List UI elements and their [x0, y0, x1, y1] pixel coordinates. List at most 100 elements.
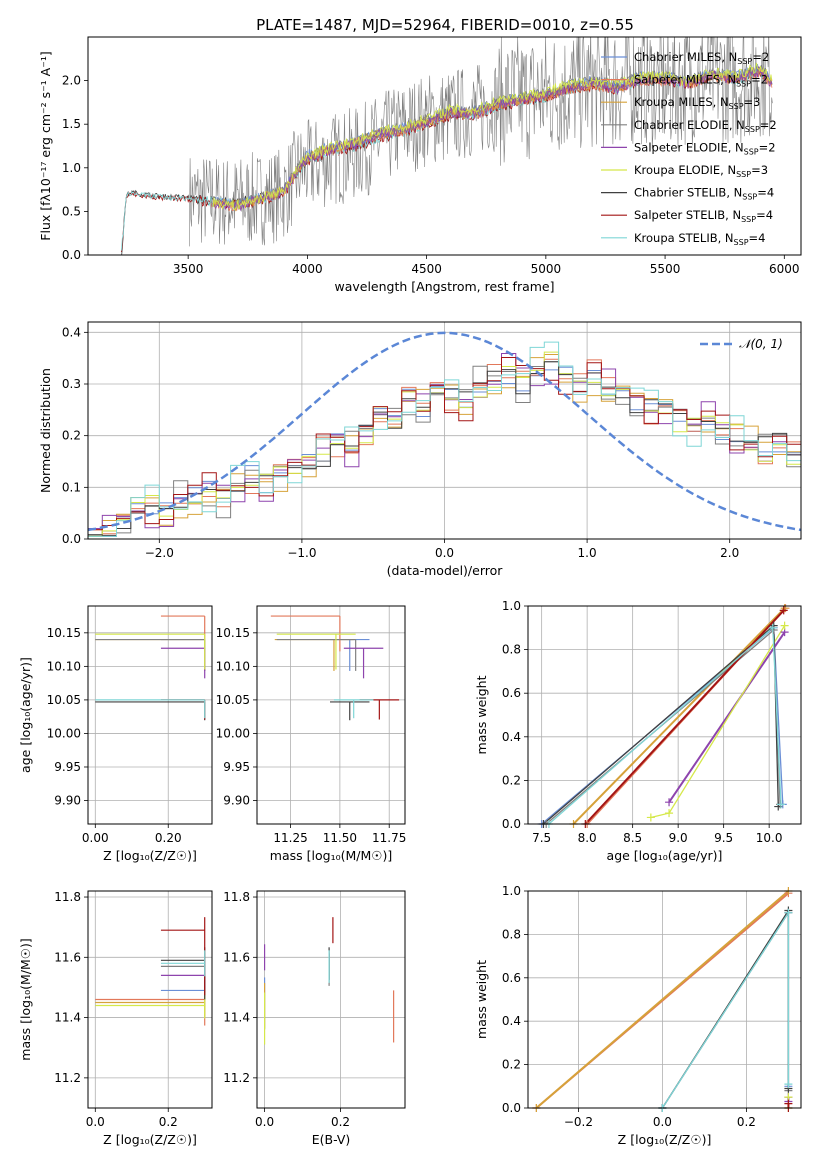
y-tick-label: 0.8: [502, 927, 521, 941]
x-tick-label: −1.0: [287, 546, 316, 560]
gaussian-legend-label: 𝒩(0, 1): [739, 337, 783, 351]
weight-marker-5: [646, 813, 655, 822]
plot-area: [541, 607, 787, 824]
y-tick-label: 0.0: [62, 532, 81, 546]
x-tick-label: 8.5: [623, 831, 642, 845]
x-axis-label: Z [log₁₀(Z/Z☉)]: [618, 1132, 712, 1147]
weight-line-7: [584, 609, 785, 824]
y-axis-label: age [log₁₀(age/yr)]: [18, 657, 33, 773]
y-tick-label: 11.8: [54, 890, 81, 904]
weight-marker-8: [784, 1080, 793, 1089]
weight-line-2: [535, 891, 790, 1108]
x-tick-label: 0.0: [435, 546, 454, 560]
axes-frame: [87, 890, 213, 1109]
legend-label: Salpeter STELIB, NSSP=4: [634, 208, 773, 224]
x-tick-label: 1.0: [578, 546, 597, 560]
y-tick-label: 0.2: [502, 773, 521, 787]
axes-frame: [256, 605, 406, 825]
weight-marker-8: [784, 908, 793, 917]
weight-line-5: [650, 625, 786, 819]
y-tick-label: 11.4: [54, 1011, 81, 1025]
y-tick-label: 10.15: [216, 626, 250, 640]
histogram-5: [88, 351, 801, 537]
x-tick-label: 7.5: [532, 831, 551, 845]
x-tick-label: −0.2: [564, 1115, 593, 1129]
x-tick-label: 4500: [411, 262, 442, 276]
x-tick-label: 6000: [769, 262, 800, 276]
y-tick-label: 10.10: [216, 659, 250, 673]
y-tick-label: 0.8: [502, 643, 521, 657]
x-tick-label: 0.20: [155, 831, 182, 845]
x-tick-label: 10.0: [756, 831, 783, 845]
y-tick-label: 0.6: [502, 971, 521, 985]
legend-label: Chabrier MILES, NSSP=2: [634, 50, 769, 66]
axes-frame: [87, 321, 802, 540]
x-axis-label: wavelength [Angstrom, rest frame]: [334, 279, 554, 294]
x-tick-label: 5500: [650, 262, 681, 276]
y-tick-label: 10.05: [47, 693, 81, 707]
plot-area: [95, 615, 206, 721]
y-tick-label: 1.5: [62, 117, 81, 131]
y-tick-label: 2.0: [62, 74, 81, 88]
x-tick-label: 11.50: [323, 831, 357, 845]
gaussian-curve: [88, 331, 801, 532]
y-axis-label: mass [log₁₀(M/M☉)]: [18, 938, 33, 1060]
spectrum-axes: 3500 4000 4500 5000 5500 6000 0.0 0.5 1.0 1.5 2.0 w…: [38, 36, 802, 294]
weight-marker-7: [779, 606, 788, 615]
axes-frame: [87, 36, 802, 256]
y-axis-label: Normed distribution: [38, 368, 53, 493]
y-tick-label: 11.2: [54, 1071, 81, 1085]
x-tick-label: 3500: [173, 262, 204, 276]
y-tick-label: 0.2: [62, 429, 81, 443]
y-tick-label: 9.90: [223, 794, 250, 808]
mass-weight-vs-age-axes: 7.5 8.0 8.5 9.0 9.5 10.0 0.0 0.2 0.4 0.6 0.8 1.0 age…: [474, 599, 802, 863]
weight-marker-7: [784, 1099, 793, 1108]
weight-marker-5: [665, 809, 674, 818]
legend-label: Kroupa MILES, NSSP=3: [634, 95, 760, 111]
weight-line-8: [548, 626, 782, 824]
axes-frame: [256, 890, 406, 1109]
y-tick-label: 0.4: [502, 730, 521, 744]
model-spectrum-5: [212, 62, 773, 211]
x-axis-label: Z [log₁₀(Z/Z☉)]: [103, 1132, 197, 1147]
legend-label: Chabrier ELODIE, NSSP=2: [634, 118, 777, 134]
x-axis-label: Z [log₁₀(Z/Z☉)]: [103, 848, 197, 863]
y-tick-label: 1.0: [62, 161, 81, 175]
weight-marker-5: [780, 621, 789, 630]
y-tick-label: 0.0: [62, 248, 81, 262]
histogram-8: [88, 341, 801, 537]
axes-frame: [527, 605, 802, 825]
y-tick-label: 0.3: [62, 377, 81, 391]
x-tick-label: 4000: [292, 262, 323, 276]
y-tick-label: 9.95: [223, 760, 250, 774]
y-tick-label: 0.0: [502, 1101, 521, 1115]
histogram-7: [88, 357, 801, 531]
x-tick-label: 8.0: [578, 831, 597, 845]
y-tick-label: 9.95: [54, 760, 81, 774]
x-tick-label: 5000: [531, 262, 562, 276]
weight-marker-8: [776, 800, 785, 809]
y-tick-label: 0.4: [62, 325, 81, 339]
axes-frame: [87, 605, 213, 825]
age-vs-mass-axes: 11.25 11.50 11.75 9.90 9.95 10.00 10.05 10.10 10…: [216, 605, 406, 863]
x-tick-label: 9.5: [714, 831, 733, 845]
histogram-2: [88, 354, 801, 537]
y-tick-label: 10.00: [47, 726, 81, 740]
y-tick-label: 11.2: [223, 1071, 250, 1085]
plot-area: [270, 615, 400, 721]
y-tick-label: 1.0: [502, 599, 521, 613]
spectrum-legend: Chabrier MILES, NSSP=2 Salpeter MILES, NS…: [601, 50, 777, 247]
residual-histogram-axes: −2.0 −1.0 0.0 1.0 2.0 0.0 0.1 0.2 0.3 0.4 (data-mo…: [38, 321, 802, 578]
y-axis-label: Flux [fλ10⁻¹⁷ erg cm⁻² s⁻¹ A⁻¹]: [38, 51, 53, 240]
y-tick-label: 11.8: [223, 890, 250, 904]
y-tick-label: 0.1: [62, 480, 81, 494]
y-tick-label: 0.2: [502, 1058, 521, 1072]
x-tick-label: 0.0: [255, 1115, 274, 1129]
x-axis-label: E(B-V): [312, 1132, 351, 1147]
weight-line-2: [572, 607, 786, 824]
x-tick-label: 11.75: [372, 831, 406, 845]
axes-frame: [527, 890, 802, 1109]
legend-label: Salpeter ELODIE, NSSP=2: [634, 140, 776, 156]
x-axis-label: mass [log₁₀(M/M☉)]: [270, 848, 392, 863]
